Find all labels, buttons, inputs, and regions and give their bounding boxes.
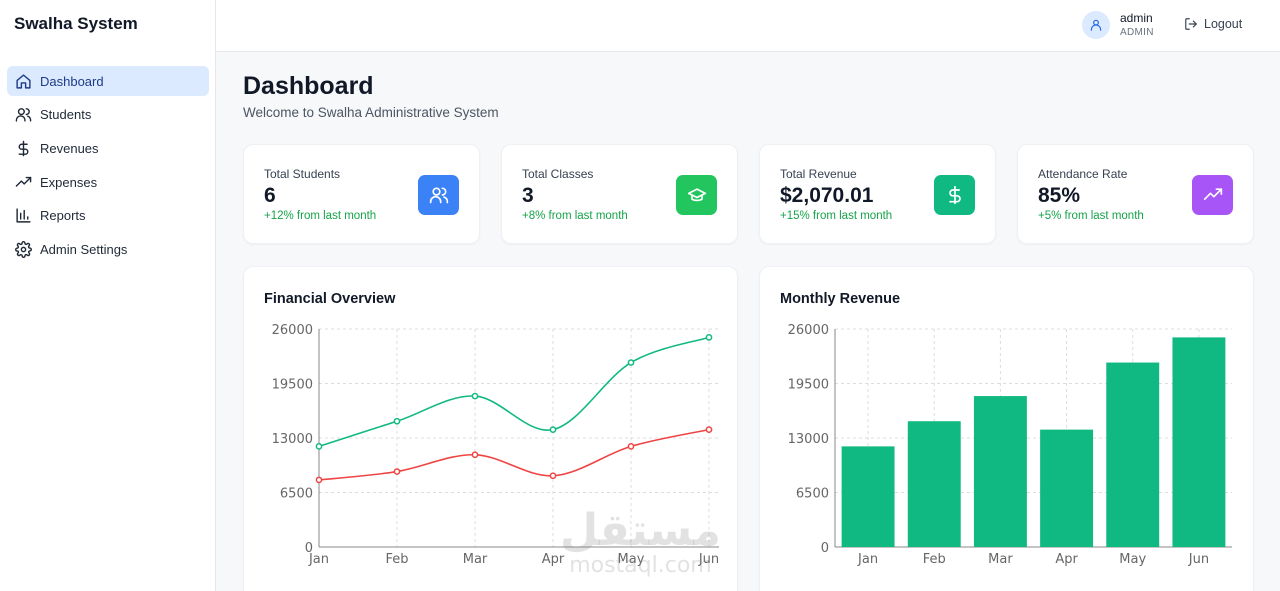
sidebar-item-label: Admin Settings [40, 241, 128, 257]
trending-icon [14, 173, 32, 191]
x-tick-label: Feb [385, 552, 408, 567]
sidebar-nav: Dashboard Students Revenues Expenses Rep… [7, 66, 209, 268]
x-tick-label: Jan [308, 552, 329, 567]
page-subtitle: Welcome to Swalha Administrative System [243, 105, 499, 120]
stat-label: Total Classes [522, 167, 594, 181]
avatar[interactable] [1082, 11, 1110, 39]
bar [1172, 337, 1226, 547]
y-tick-label: 0 [821, 541, 829, 556]
stat-change: +8% from last month [522, 210, 628, 222]
users-icon [14, 106, 32, 124]
stat-change: +12% from last month [264, 210, 377, 222]
data-point [315, 476, 323, 484]
sidebar-item-label: Revenues [40, 140, 99, 156]
y-tick-label: 6500 [280, 487, 313, 502]
data-point [471, 392, 479, 400]
logout-button[interactable]: Logout [1184, 17, 1242, 31]
x-tick-label: Feb [923, 552, 946, 567]
data-point [393, 417, 401, 425]
gear-icon [14, 240, 32, 258]
stat-card-revenue: Total Revenue $2,070.01 +15% from last m… [759, 144, 996, 244]
data-point [393, 468, 401, 475]
logout-label: Logout [1204, 17, 1243, 31]
bar [1040, 429, 1094, 547]
y-tick-label: 19500 [788, 378, 829, 393]
sidebar-item-revenues[interactable]: Revenues [7, 133, 209, 163]
data-point [471, 451, 479, 459]
bar [841, 446, 895, 547]
y-tick-label: 6500 [796, 487, 829, 502]
page-title: Dashboard [243, 72, 374, 100]
stat-value: 6 [264, 184, 276, 207]
x-tick-label: May [618, 552, 645, 567]
data-point [705, 334, 713, 341]
x-tick-label: May [1119, 552, 1146, 567]
stat-label: Total Revenue [780, 167, 857, 181]
monthly-revenue-chart: 0 6500 13000 19500 26000 Jan Feb Mar Apr May Jun [788, 323, 1232, 567]
data-point [549, 426, 557, 433]
dollar-icon [14, 139, 32, 157]
trending-up-icon [1192, 175, 1233, 215]
stat-value: 85% [1038, 184, 1081, 207]
series-line [318, 428, 710, 481]
stat-card-classes: Total Classes 3 +8% from last month [501, 144, 738, 244]
stat-card-students: Total Students 6 +12% from last month [243, 144, 480, 244]
logout-icon [1185, 18, 1197, 30]
stat-change: +5% from last month [1038, 210, 1144, 222]
bar [973, 396, 1027, 547]
stat-change: +15% from last month [780, 210, 893, 222]
stat-label: Attendance Rate [1038, 167, 1128, 181]
sidebar-item-admin-settings[interactable]: Admin Settings [7, 234, 209, 264]
y-tick-label: 0 [305, 541, 313, 556]
dollar-icon [934, 175, 975, 215]
sidebar-item-label: Students [40, 107, 92, 123]
data-point [627, 359, 635, 366]
y-tick-label: 26000 [272, 323, 313, 338]
sidebar-item-label: Reports [40, 208, 86, 224]
stat-value: $2,070.01 [780, 184, 874, 207]
x-tick-label: Jun [1188, 552, 1209, 567]
financial-overview-card: Financial Overview 0 6500 13000 19500 26000 J… [243, 266, 738, 591]
x-tick-label: Jun [698, 552, 719, 567]
x-tick-label: Apr [542, 552, 565, 567]
x-tick-label: Mar [463, 552, 488, 567]
x-tick-label: Mar [988, 552, 1013, 567]
sidebar-item-dashboard[interactable]: Dashboard [7, 66, 209, 96]
bar-chart-icon [14, 207, 32, 225]
stat-label: Total Students [264, 167, 341, 181]
sidebar-item-reports[interactable]: Reports [7, 201, 209, 231]
sidebar-item-expenses[interactable]: Expenses [7, 167, 209, 197]
chart-title: Financial Overview [264, 291, 396, 307]
data-point [549, 472, 557, 480]
user-name: admin [1120, 11, 1153, 25]
bar [907, 421, 961, 547]
sidebar-item-label: Dashboard [40, 73, 104, 89]
chart-title: Monthly Revenue [780, 291, 901, 307]
y-tick-label: 13000 [788, 432, 829, 447]
sidebar: Swalha System Dashboard Students Revenue… [0, 0, 216, 591]
stat-card-attendance: Attendance Rate 85% +5% from last month [1017, 144, 1254, 244]
bar [1106, 362, 1160, 547]
data-point [315, 443, 323, 450]
brand-title: Swalha System [14, 14, 138, 33]
home-icon [14, 72, 32, 90]
sidebar-item-students[interactable]: Students [7, 100, 209, 130]
topbar: admin ADMIN Logout [216, 0, 1280, 52]
monthly-revenue-card: Monthly Revenue 0 6500 13000 19500 26000 Jan F… [759, 266, 1254, 591]
graduation-cap-icon [676, 175, 717, 215]
user-icon [1090, 19, 1102, 31]
y-tick-label: 13000 [272, 432, 313, 447]
data-point [627, 443, 635, 450]
user-role: ADMIN [1120, 27, 1154, 38]
stat-value: 3 [522, 184, 534, 207]
y-tick-label: 26000 [788, 323, 829, 338]
sidebar-item-label: Expenses [40, 174, 98, 190]
series-line [318, 336, 710, 448]
data-point [705, 426, 713, 433]
x-tick-label: Apr [1055, 552, 1078, 567]
y-tick-label: 19500 [272, 378, 313, 393]
users-icon [418, 175, 459, 215]
financial-overview-chart: 0 6500 13000 19500 26000 Jan Feb Mar Apr May Jun [272, 323, 720, 567]
x-tick-label: Jan [857, 552, 878, 567]
